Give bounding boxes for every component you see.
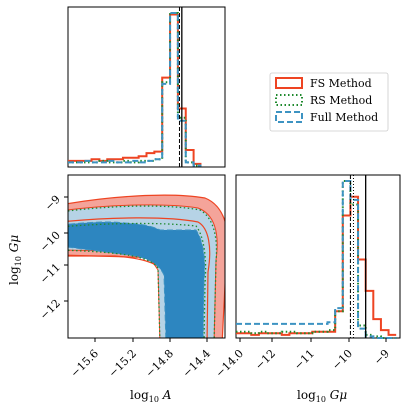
panel-bl-frame: [67, 174, 226, 339]
xtick-label-A-3: −14.4: [180, 347, 213, 380]
histogram-log10-Gmu: −14.0 −12 −11 −10 −9: [213, 174, 401, 380]
legend-swatch-rs: [275, 94, 303, 106]
xtick-label-Gmu-1: −12: [253, 347, 279, 373]
xtick-label-Gmu-0: −14.0: [213, 347, 246, 380]
ytick-label-Gmu-2: −11: [37, 261, 63, 287]
xtick-label-Gmu-4: −9: [371, 347, 392, 368]
legend-swatch-fs: [275, 77, 303, 89]
ylabel-left: log10 Gμ: [7, 235, 23, 285]
panel-br-frame: [235, 174, 401, 339]
histogram-curves-Gmu: [236, 180, 397, 339]
xtick-label-Gmu-2: −11: [292, 347, 318, 373]
contour-region: [68, 194, 225, 338]
yticks-Gmu: −9 −10 −11 −12: [37, 193, 68, 323]
xtick-label-A-1: −15.2: [106, 347, 139, 380]
truth-lines-Gmu: [349, 175, 367, 338]
contour-fs-inner: [68, 217, 211, 338]
xtick-label-A-2: −14.8: [143, 347, 176, 380]
ytick-label-Gmu-0: −9: [42, 193, 63, 214]
hist-fs: [68, 13, 202, 165]
hist-rs: [68, 12, 202, 167]
xticks-A: −15.6 −15.2 −14.8 −14.4: [68, 338, 213, 380]
legend-swatch-full: [275, 111, 303, 123]
contour-rs-inner: [68, 222, 207, 338]
contour-full-inner: [68, 221, 206, 338]
hist-full: [236, 180, 397, 339]
ytick-label-Gmu-1: −10: [37, 229, 63, 255]
panel-tl-frame: [67, 6, 226, 168]
ytick-label-Gmu-3: −12: [37, 297, 63, 323]
xticks-Gmu: −14.0 −12 −11 −10 −9: [213, 338, 392, 380]
legend: FS Method RS Method Full Method: [269, 72, 389, 132]
histogram-log10-A: [67, 6, 226, 168]
contour-A-vs-Gmu: −15.6 −15.2 −14.8 −14.4 −9 −10 −11 −12: [37, 174, 226, 380]
legend-label-fs: FS Method: [310, 77, 372, 90]
truth-lines-A: [178, 7, 183, 167]
hist-rs: [236, 180, 397, 339]
hist-fs: [236, 195, 397, 336]
histogram-curves-A: [68, 12, 202, 167]
xtick-label-Gmu-3: −10: [330, 347, 356, 373]
xlabel-left: log10 A: [130, 388, 172, 404]
contour-rs-left: [68, 249, 161, 338]
xtick-label-A-0: −15.6: [68, 347, 101, 380]
xlabel-right: log10 Gμ: [297, 388, 347, 404]
legend-label-full: Full Method: [310, 111, 378, 124]
legend-label-rs: RS Method: [310, 94, 372, 107]
